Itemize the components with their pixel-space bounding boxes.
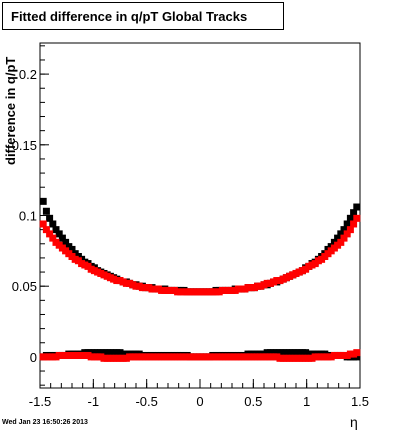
data-point	[353, 203, 361, 211]
y-tick-label: 0.2	[19, 67, 37, 82]
x-tick-label: 1.5	[351, 394, 369, 409]
data-point	[343, 230, 351, 238]
data-point	[62, 238, 70, 246]
data-point	[52, 226, 60, 234]
data-point	[49, 234, 57, 242]
data-point	[334, 234, 342, 242]
tick-labels: -1.5 -1 -0.5 0 0.5 1 1.5 0 0.05 0.1 0.15 0.2	[12, 67, 369, 409]
y-tick-label: 0.05	[12, 279, 37, 294]
data-point	[46, 230, 54, 238]
data-point	[58, 234, 66, 242]
data-point	[55, 230, 63, 238]
data-point	[337, 230, 345, 238]
x-axis-label: η	[350, 414, 358, 430]
data-point	[346, 226, 354, 234]
data-point	[340, 226, 348, 234]
data-point	[343, 220, 351, 228]
data-point	[42, 207, 50, 215]
data-markers	[39, 197, 361, 362]
data-point	[353, 214, 361, 222]
data-point	[353, 349, 361, 357]
data-point	[346, 214, 354, 222]
data-point	[350, 209, 358, 217]
y-axis-label: difference in q/pT	[3, 56, 18, 165]
title-box: Fitted difference in q/pT Global Tracks	[2, 2, 284, 30]
data-point	[39, 197, 47, 205]
y-tick-label: 0	[30, 350, 37, 365]
timestamp: Wed Jan 23 16:50:26 2013	[2, 419, 88, 426]
y-tick-label: 0.15	[12, 138, 37, 153]
data-point	[350, 220, 358, 228]
plot-frame	[39, 42, 361, 389]
data-point	[42, 226, 50, 234]
x-tick-label: 0	[196, 394, 203, 409]
x-tick-label: 0.5	[244, 394, 262, 409]
x-tick-label: -1	[88, 394, 100, 409]
data-point	[337, 238, 345, 246]
data-point	[46, 214, 54, 222]
x-tick-label: -1.5	[29, 394, 51, 409]
data-point	[49, 220, 57, 228]
chart-title: Fitted difference in q/pT Global Tracks	[11, 9, 248, 24]
x-tick-label: -0.5	[135, 394, 157, 409]
data-point	[39, 220, 47, 228]
data-point	[68, 245, 76, 253]
y-tick-label: 0.1	[19, 209, 37, 224]
data-point	[340, 234, 348, 242]
x-tick-label: 1	[303, 394, 310, 409]
